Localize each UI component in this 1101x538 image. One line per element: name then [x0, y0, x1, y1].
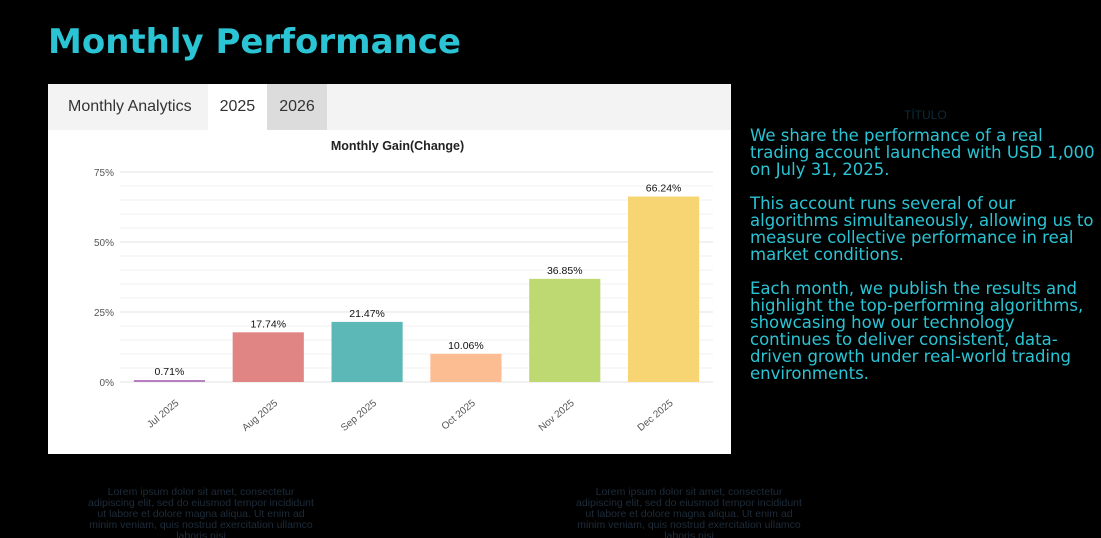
data-label: 17.74%	[250, 318, 286, 330]
x-tick-label: Aug 2025	[240, 398, 280, 434]
page-title: Monthly Performance	[48, 22, 461, 62]
y-tick-label: 25%	[94, 308, 114, 319]
side-label: TÍTULO	[904, 108, 947, 122]
data-label: 21.47%	[349, 308, 385, 320]
x-tick-label: Oct 2025	[440, 398, 478, 433]
y-tick-label: 75%	[94, 168, 114, 179]
bar	[232, 332, 304, 382]
analytics-card: Monthly Analytics 2025 2026 Monthly Gain…	[48, 84, 731, 454]
tab-2025[interactable]: 2025	[207, 84, 268, 130]
bar	[529, 278, 601, 382]
lorem-text-right: Lorem ipsum dolor sit amet, consectetur …	[576, 487, 802, 538]
data-label: 36.85%	[547, 265, 583, 277]
bar	[628, 196, 700, 382]
data-label: 0.71%	[155, 366, 185, 378]
data-label: 66.24%	[646, 183, 682, 195]
description-paragraph-2: This account runs several of our algorit…	[750, 194, 1094, 264]
x-tick-label: Sep 2025	[339, 398, 379, 434]
tab-2026[interactable]: 2026	[267, 84, 327, 130]
card-heading: Monthly Analytics	[68, 98, 192, 115]
chart-title: Monthly Gain(Change)	[331, 139, 464, 153]
x-tick-label: Jul 2025	[145, 398, 181, 431]
lorem-text-left: Lorem ipsum dolor sit amet, consectetur …	[88, 487, 314, 538]
monthly-gain-chart: Monthly Gain(Change) 0% 25% 50% 75% 0.71% Jul …	[94, 139, 713, 434]
tab-bar: Monthly Analytics 2025 2026	[48, 84, 731, 130]
description-paragraph-3: Each month, we publish the results and h…	[750, 279, 1084, 383]
x-tick-label: Dec 2025	[636, 398, 676, 434]
bar	[133, 380, 205, 382]
y-tick-label: 50%	[94, 238, 114, 249]
description: We share the performance of a real tradi…	[750, 127, 1095, 399]
y-tick-label: 0%	[100, 378, 115, 389]
data-label: 10.06%	[448, 340, 484, 352]
bar	[430, 353, 502, 382]
bar	[331, 321, 403, 382]
x-tick-label: Nov 2025	[537, 398, 577, 434]
description-paragraph-1: We share the performance of a real tradi…	[750, 126, 1095, 179]
